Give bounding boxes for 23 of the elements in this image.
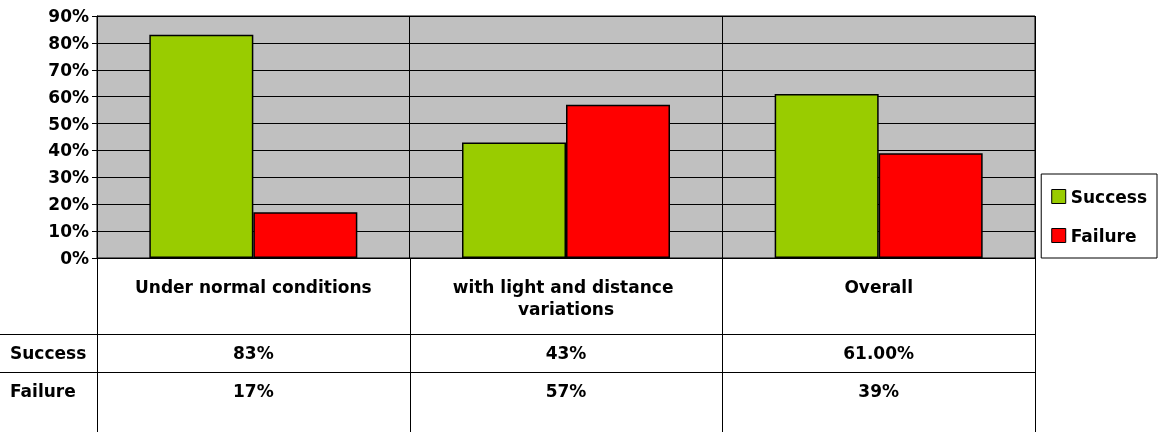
y-tick-label: 10%: [48, 221, 89, 242]
text: Failure: [10, 381, 76, 401]
data-label: 57%: [544, 380, 588, 403]
x-tick-label: Overall: [844, 277, 913, 297]
legend-label: Failure: [1070, 225, 1137, 246]
y-tick-label: 40%: [48, 140, 89, 161]
y-tick-label: 70%: [48, 59, 89, 80]
y-tick-label: 80%: [48, 32, 89, 53]
y-tick-label: 60%: [48, 86, 89, 107]
data-label: 83%: [231, 342, 275, 365]
data-label: 61.00%: [842, 342, 916, 365]
data-label: 43%: [544, 342, 588, 365]
data-label: 17%: [231, 380, 275, 403]
x-tick-label: Under normal conditions: [134, 277, 372, 297]
y-tick-label: 50%: [48, 113, 89, 134]
y-tick-label: 20%: [48, 194, 89, 215]
data-label: 39%: [857, 380, 900, 403]
text: Success: [10, 343, 87, 363]
y-tick-label: 0%: [60, 248, 89, 268]
legend-label: Success: [1070, 186, 1148, 207]
y-tick-label: 90%: [48, 6, 89, 26]
x-tick-label: with light and distance variations: [452, 277, 680, 319]
y-tick-label: 30%: [48, 167, 89, 188]
